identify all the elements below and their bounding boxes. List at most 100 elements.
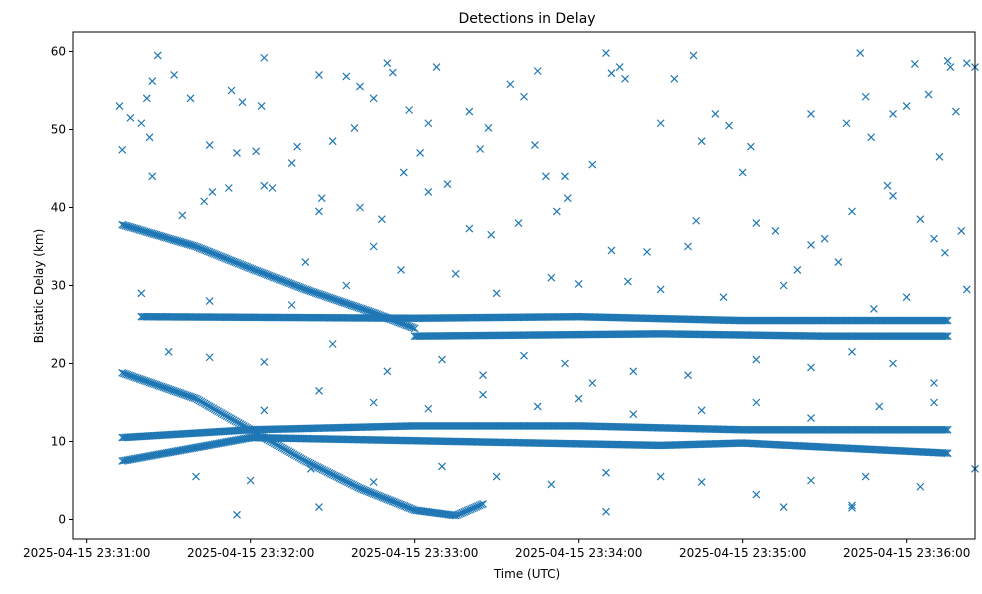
data-point-x-marker (588, 160, 597, 169)
data-points (115, 49, 979, 520)
data-point-x-marker (820, 234, 829, 243)
data-point-x-marker (142, 94, 151, 103)
data-point-x-marker (342, 281, 351, 290)
x-tick-label: 2025-04-15 23:33:00 (351, 546, 478, 560)
data-point-x-marker (287, 301, 296, 309)
data-point-x-marker (205, 353, 214, 362)
data-point-x-marker (260, 406, 269, 415)
data-point-x-marker (779, 503, 788, 511)
data-point-x-marker (399, 168, 408, 177)
data-point-x-marker (520, 351, 528, 360)
data-point-x-marker (670, 74, 679, 83)
data-point-x-marker (574, 280, 583, 288)
data-point-x-marker (697, 478, 706, 486)
data-point-x-marker (547, 273, 556, 282)
data-point-x-marker (520, 92, 528, 101)
data-point-x-marker (224, 184, 233, 192)
data-point-x-marker (752, 398, 761, 407)
data-point-x-marker (424, 404, 433, 413)
x-tick-label: 2025-04-15 23:36:00 (843, 546, 970, 560)
data-point-x-marker (432, 63, 441, 72)
data-point-x-marker (506, 80, 515, 89)
data-point-x-marker (848, 501, 856, 510)
y-tick-label: 0 (58, 513, 66, 527)
data-point-x-marker (943, 425, 952, 434)
data-point-x-marker (930, 234, 938, 243)
data-point-x-marker (940, 332, 949, 341)
data-point-x-marker (943, 332, 952, 341)
y-tick-label: 50 (51, 123, 66, 137)
data-point-x-marker (405, 106, 414, 114)
data-point-x-marker (807, 363, 815, 372)
x-axis-label: Time (UTC) (493, 567, 560, 581)
data-point-x-marker (514, 219, 523, 228)
data-point-x-marker (260, 53, 269, 62)
data-point-x-marker (943, 449, 952, 458)
data-point-x-marker (697, 406, 706, 415)
data-point-x-marker (541, 172, 550, 181)
data-point-x-marker (902, 293, 911, 302)
data-point-x-marker (602, 507, 610, 516)
y-tick-label: 20 (51, 357, 66, 371)
data-point-x-marker (951, 107, 960, 116)
data-point-x-marker (962, 59, 971, 68)
data-point-x-marker (260, 181, 269, 190)
data-point-x-marker (533, 402, 542, 411)
data-point-x-marker (205, 402, 214, 411)
x-tick-label: 2025-04-15 23:32:00 (187, 546, 314, 560)
data-point-x-marker (615, 63, 624, 72)
data-point-x-marker (643, 248, 651, 256)
data-point-x-marker (689, 51, 698, 60)
data-point-x-marker (588, 379, 597, 387)
data-point-x-marker (962, 285, 971, 294)
data-point-x-marker (306, 464, 315, 473)
data-point-x-marker (607, 246, 616, 255)
data-point-x-marker (410, 324, 419, 333)
data-point-x-marker (602, 468, 610, 477)
data-point-x-marker (941, 248, 949, 257)
data-point-x-marker (356, 203, 364, 212)
data-point-x-marker (889, 109, 897, 118)
data-point-x-marker (424, 187, 433, 196)
data-point-x-marker (317, 194, 326, 203)
x-tick-label: 2025-04-15 23:35:00 (679, 546, 806, 560)
data-point-x-marker (563, 194, 572, 203)
plot-area-frame (72, 31, 976, 540)
data-point-x-marker (479, 390, 487, 399)
data-point-x-marker (711, 109, 720, 118)
data-point-x-marker (246, 476, 255, 485)
data-point-x-marker (692, 216, 701, 225)
data-point-x-marker (383, 367, 392, 376)
data-point-x-marker (350, 124, 359, 132)
data-point-x-marker (656, 285, 665, 294)
data-point-x-marker (779, 281, 788, 290)
data-point-x-marker (227, 86, 236, 95)
data-point-x-marker (328, 340, 337, 348)
data-point-x-marker (383, 59, 392, 68)
data-point-x-marker (118, 145, 127, 154)
data-point-x-marker (924, 90, 933, 99)
x-axis-ticks: 2025-04-15 23:31:00 2025-04-15 23:32:00 20… (23, 539, 970, 560)
y-axis-label: Bistatic Delay (km) (32, 229, 46, 344)
data-point-x-marker (205, 141, 214, 150)
data-point-x-marker (602, 49, 610, 57)
data-point-x-marker (946, 63, 955, 72)
data-point-x-marker (137, 119, 146, 128)
data-point-x-marker (487, 230, 496, 239)
data-point-x-marker (409, 323, 417, 332)
data-point-x-marker (315, 70, 323, 79)
data-point-x-marker (867, 133, 876, 142)
data-point-x-marker (148, 172, 157, 181)
data-point-x-marker (315, 386, 323, 395)
data-point-x-marker (328, 137, 337, 146)
data-point-x-marker (883, 181, 892, 190)
data-point-x-marker (178, 211, 187, 220)
data-point-x-marker (315, 207, 323, 216)
data-point-x-marker (533, 67, 542, 75)
data-point-x-marker (424, 119, 433, 128)
data-point-x-marker (479, 499, 487, 508)
data-point-x-marker (943, 56, 952, 65)
data-point-x-marker (942, 332, 950, 341)
data-point-x-marker (137, 289, 146, 298)
data-point-x-marker (388, 68, 397, 77)
